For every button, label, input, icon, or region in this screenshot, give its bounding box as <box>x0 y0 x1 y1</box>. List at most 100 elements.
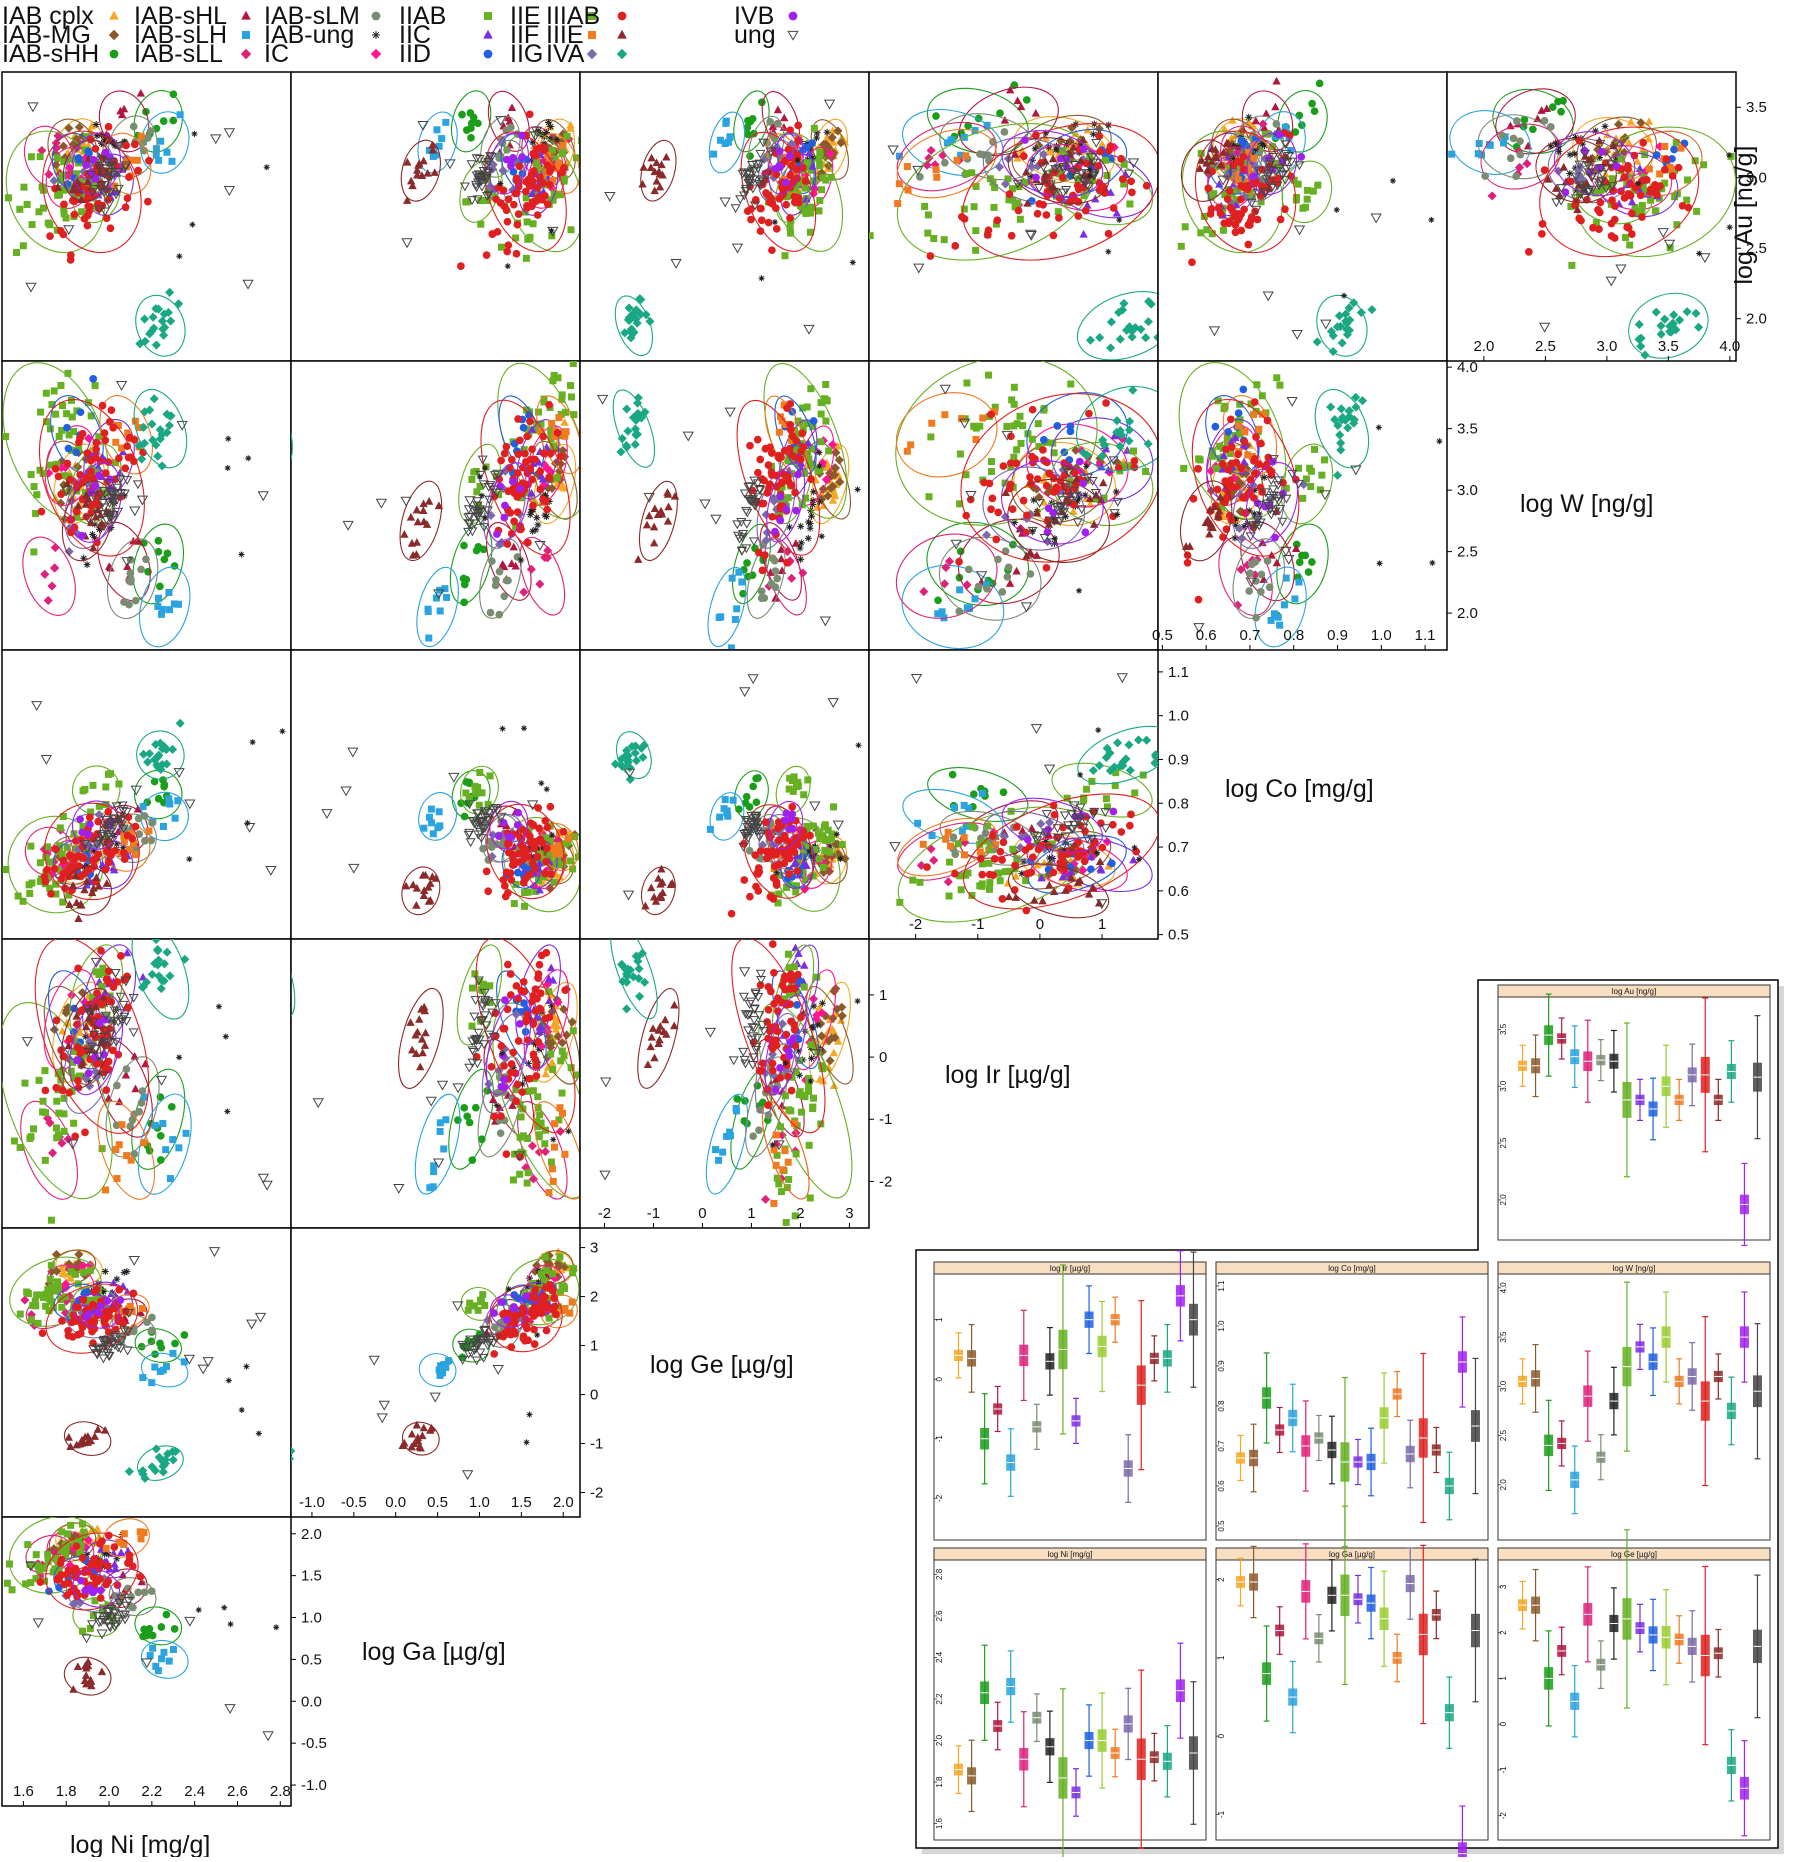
data-point <box>826 842 834 850</box>
data-point <box>1136 324 1146 334</box>
data-point <box>1596 154 1604 162</box>
data-point <box>809 445 817 453</box>
data-point <box>633 393 643 403</box>
group-ellipse <box>1449 110 1531 175</box>
data-point <box>972 436 980 444</box>
data-point <box>1265 166 1276 175</box>
data-point <box>75 445 83 453</box>
data-point <box>36 859 44 867</box>
data-point <box>98 401 107 410</box>
data-point <box>1189 494 1198 503</box>
data-point <box>512 880 520 888</box>
legend-label: IAB-MG <box>2 21 91 49</box>
data-point <box>514 808 522 817</box>
data-point <box>104 770 112 778</box>
data-point <box>786 171 795 180</box>
data-point <box>105 161 116 171</box>
data-point <box>116 489 127 498</box>
data-point <box>482 251 491 259</box>
data-point <box>1061 846 1069 854</box>
data-point <box>492 469 504 480</box>
data-point <box>145 827 153 835</box>
data-point <box>810 854 818 862</box>
data-point <box>1266 510 1277 520</box>
data-point <box>776 492 785 501</box>
data-point <box>100 429 109 437</box>
data-point <box>756 847 765 855</box>
data-point <box>965 490 977 501</box>
data-point <box>1055 517 1066 526</box>
data-point <box>525 870 534 879</box>
data-point <box>743 168 754 178</box>
data-point <box>756 830 767 839</box>
data-point <box>782 505 791 514</box>
data-point <box>813 129 821 137</box>
data-point <box>1572 133 1580 141</box>
data-point <box>1281 158 1293 168</box>
data-point <box>1555 195 1567 206</box>
data-point <box>1069 507 1078 515</box>
data-point <box>1267 471 1276 479</box>
data-point <box>1270 610 1278 618</box>
data-point <box>1272 558 1282 567</box>
data-point <box>738 842 749 852</box>
group-ellipse <box>533 443 577 525</box>
data-point <box>108 497 119 507</box>
data-point <box>535 408 543 416</box>
data-point <box>30 482 38 490</box>
data-point <box>1061 465 1072 475</box>
data-point <box>83 177 93 186</box>
data-point <box>492 575 500 584</box>
data-point <box>46 232 54 240</box>
group-ellipse <box>484 131 567 253</box>
data-point <box>504 113 513 122</box>
data-point <box>535 885 544 894</box>
data-point <box>821 846 829 854</box>
data-point <box>535 579 545 589</box>
data-point <box>1252 516 1263 525</box>
data-point <box>1207 157 1217 165</box>
data-point <box>1023 198 1032 207</box>
data-point <box>777 479 786 488</box>
data-point <box>1638 207 1646 215</box>
data-point <box>636 743 647 753</box>
data-point <box>1213 512 1223 520</box>
data-point <box>658 878 667 886</box>
data-point <box>754 548 763 557</box>
data-point <box>1086 172 1093 179</box>
data-point <box>154 536 163 545</box>
data-point <box>1303 186 1311 194</box>
data-point <box>951 242 960 250</box>
data-point <box>512 249 521 258</box>
data-point <box>1051 535 1058 542</box>
data-point <box>1273 374 1281 382</box>
data-point <box>1041 156 1050 165</box>
legend-symbol-iab-sll <box>240 48 252 60</box>
data-point <box>818 832 826 840</box>
data-point <box>1208 230 1216 238</box>
data-point <box>99 170 110 180</box>
data-point <box>1197 149 1205 157</box>
data-point <box>486 772 494 780</box>
data-point <box>509 153 517 162</box>
data-point <box>805 518 813 526</box>
data-point <box>140 407 150 417</box>
data-point <box>1448 150 1456 158</box>
data-point <box>1003 878 1012 887</box>
data-point <box>1239 152 1248 161</box>
data-point <box>802 194 811 203</box>
data-point <box>1071 445 1081 455</box>
data-point <box>1367 305 1377 315</box>
data-point <box>521 449 529 458</box>
data-point <box>783 404 791 413</box>
data-point <box>780 113 789 122</box>
data-point <box>1559 162 1568 171</box>
data-point <box>754 774 762 782</box>
data-point <box>1042 537 1053 547</box>
group-ellipse <box>1628 292 1709 359</box>
data-point <box>1053 422 1062 430</box>
data-point <box>485 152 496 161</box>
data-point <box>1010 400 1018 408</box>
data-point <box>113 489 124 499</box>
data-point <box>817 438 825 446</box>
